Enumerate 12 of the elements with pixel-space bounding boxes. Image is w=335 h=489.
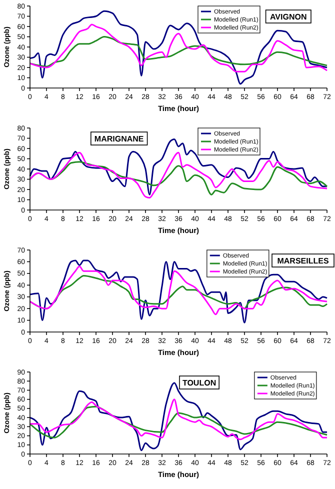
annotation: TOULON: [182, 378, 216, 388]
annotation: MARIGNANE: [94, 134, 144, 144]
annotation: AVIGNON: [270, 12, 307, 22]
line-series: [29, 36, 328, 68]
line-series: [29, 152, 328, 198]
line-series: [29, 24, 328, 72]
annotation: MARSEILLES: [277, 256, 330, 266]
line-series: [29, 10, 328, 85]
line-series: [29, 266, 328, 316]
line-series: [29, 406, 328, 438]
line-series: [29, 398, 328, 440]
line-series: [29, 260, 328, 324]
